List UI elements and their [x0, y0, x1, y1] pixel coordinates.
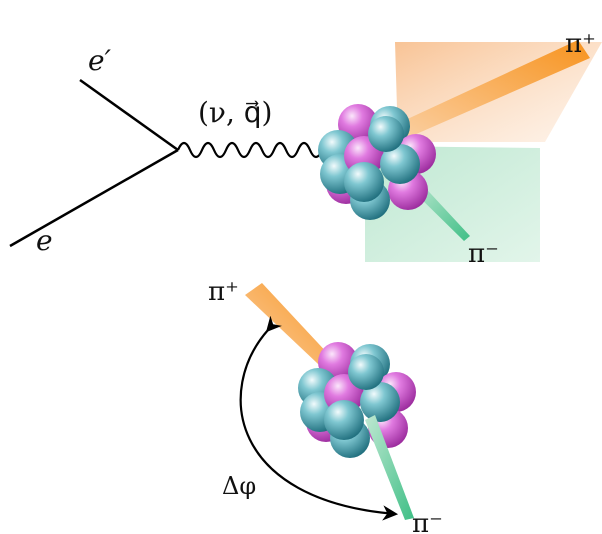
photon	[176, 141, 324, 159]
label: π⁺	[208, 277, 239, 307]
label: π⁺	[565, 29, 596, 59]
electron-line	[9, 148, 179, 248]
label: (ν, q⃗)	[198, 96, 272, 129]
pion-jet	[388, 40, 590, 142]
label: π⁻	[468, 239, 499, 269]
label: π⁻	[412, 509, 443, 534]
electron-line	[79, 78, 179, 152]
label: e	[36, 224, 53, 257]
label: e′	[88, 44, 112, 77]
label: Δφ	[222, 472, 256, 500]
angle-arrow	[239, 315, 399, 521]
